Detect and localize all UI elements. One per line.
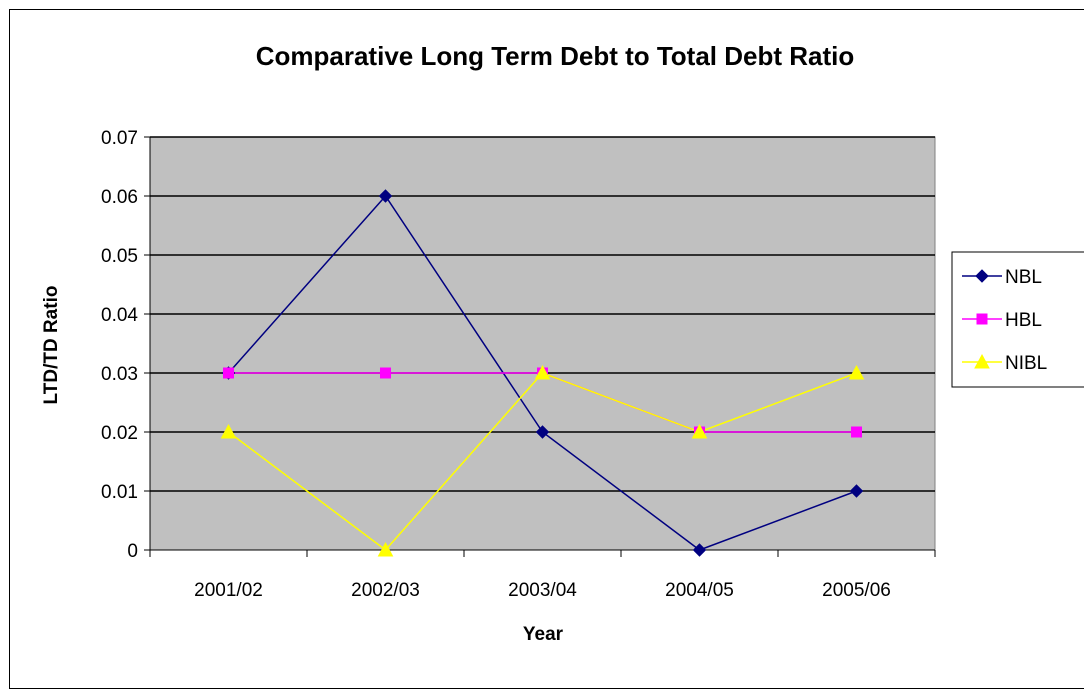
x-tick-label: 2004/05	[665, 580, 734, 601]
legend-marker-hbl	[976, 313, 988, 325]
y-tick-label: 0	[127, 541, 138, 562]
x-axis-title: Year	[523, 624, 564, 645]
data-point-nibl	[691, 423, 708, 439]
x-tick-label: 2001/02	[194, 580, 263, 601]
plot-background	[149, 136, 936, 551]
data-point-nibl	[377, 541, 394, 557]
x-tick-label: 2005/06	[822, 580, 891, 601]
y-tick-label: 0.06	[101, 187, 138, 208]
legend-label-hbl: HBL	[1005, 310, 1042, 331]
data-point-nbl	[378, 189, 393, 203]
y-axis-title: LTD/TD Ratio	[41, 286, 62, 405]
data-point-nibl	[848, 364, 865, 380]
data-point-nibl	[220, 423, 237, 439]
x-tick-label: 2002/03	[351, 580, 420, 601]
data-point-hbl	[223, 367, 234, 379]
legend-label-nbl: NBL	[1005, 267, 1042, 288]
legend-label-nibl: NIBL	[1005, 353, 1047, 374]
chart-title: Comparative Long Term Debt to Total Debt…	[256, 41, 855, 71]
data-point-nbl	[535, 425, 550, 439]
y-tick-label: 0.03	[101, 364, 138, 385]
legend-marker-nibl	[974, 353, 990, 369]
legend-marker-nbl	[975, 269, 989, 283]
data-point-hbl	[380, 367, 391, 379]
y-tick-label: 0.02	[101, 423, 138, 444]
y-tick-label: 0.07	[101, 128, 138, 149]
legend: NBL HBL NIBL	[951, 251, 1084, 388]
x-tick-label: 2003/04	[508, 580, 577, 601]
data-point-nbl	[849, 484, 864, 498]
plot-area: 0 0.01 0.02 0.03 0.04 0.05 0.06 0.07 2001/02 2002…	[101, 128, 936, 601]
data-point-nibl	[534, 364, 551, 380]
line-chart: Comparative Long Term Debt to Total Debt…	[41, 41, 1084, 645]
y-tick-label: 0.05	[101, 246, 138, 267]
y-tick-label: 0.01	[101, 482, 138, 503]
data-point-nbl	[692, 543, 707, 557]
y-tick-label: 0.04	[101, 305, 138, 326]
data-point-hbl	[851, 426, 862, 438]
